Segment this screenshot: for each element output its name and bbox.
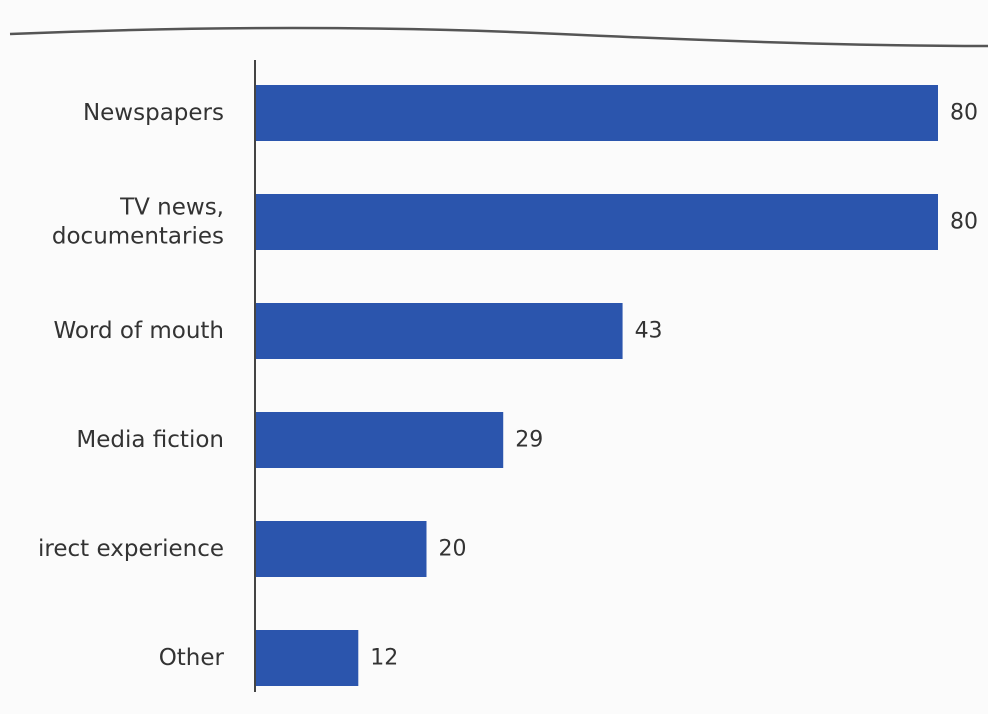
value-label-word-of-mouth: 43 [635, 319, 663, 344]
value-label-tv-news-documentaries: 80 [950, 210, 978, 235]
value-label-other: 12 [370, 646, 398, 671]
value-label-irect-experience: 20 [439, 537, 467, 562]
category-label-newspapers: Newspapers [83, 100, 224, 126]
bar-irect-experience [256, 521, 427, 577]
labels-group: 80 Newspapers 80 TV news, documentaries 43 Wor… [38, 100, 978, 671]
bar-other [256, 630, 359, 686]
value-label-newspapers: 80 [950, 101, 978, 126]
category-label-irect-experience: irect experience [38, 536, 224, 562]
bars-group [256, 85, 938, 686]
bar-newspapers [256, 85, 938, 141]
category-label-tv-news-documentaries-line-2: documentaries [52, 224, 224, 250]
bar-word-of-mouth [256, 303, 623, 359]
value-label-media-fiction: 29 [515, 428, 543, 453]
bar-media-fiction [256, 412, 504, 468]
category-label-other: Other [159, 645, 225, 671]
top-rule [9, 26, 988, 48]
bar-tv-news-documentaries [256, 194, 938, 250]
category-label-media-fiction: Media fiction [76, 427, 224, 453]
category-label-word-of-mouth: Word of mouth [53, 318, 224, 344]
category-label-tv-news-documentaries-line-1: TV news, [119, 195, 224, 221]
